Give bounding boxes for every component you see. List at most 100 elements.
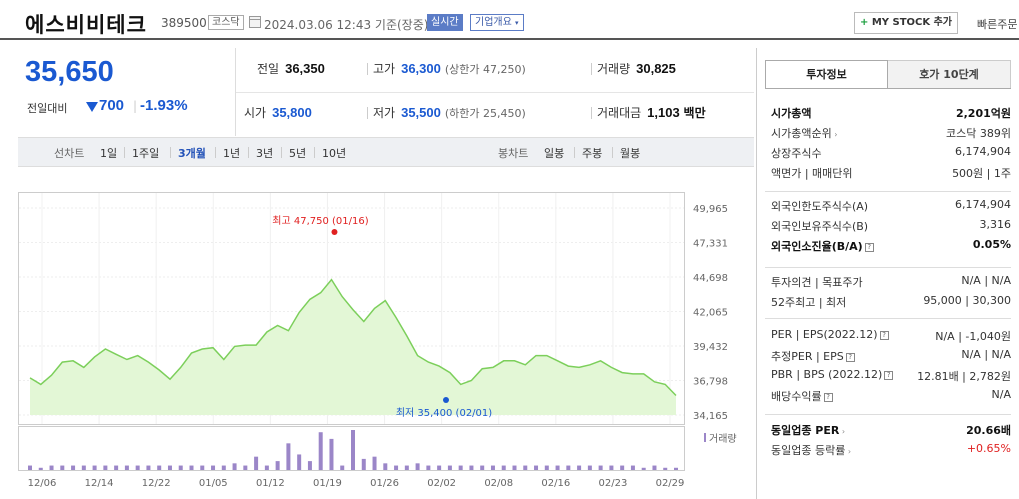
volume-bar [437,465,442,470]
tab-5year[interactable]: 5년 [289,147,307,160]
volume-bar [512,465,517,470]
invest-value: +0.65% [966,442,1011,455]
tab-1week[interactable]: 1주일 [132,147,160,160]
tab-weekly-candle[interactable]: 주봉 [582,147,603,160]
volume-bar [641,467,646,470]
help-icon[interactable]: ? [864,242,874,252]
x-tick-label: 02/29 [656,478,685,489]
invest-key: 배당수익률 [771,390,822,403]
invest-key: 투자의견 | 목표주가 [771,276,863,289]
invest-key-wrap: 시가총액순위 › [771,125,837,141]
divider [367,107,368,119]
invest-key[interactable]: 동일업종 등락률 [771,444,846,457]
invest-key: 액면가 | 매매단위 [771,167,853,180]
invest-value: 3,316 [979,218,1012,231]
stat-value: 1,103 [647,105,680,120]
stat-label: 고가 [373,62,396,76]
divider [765,318,1011,319]
invest-key[interactable]: 시가총액순위 [771,127,832,140]
y-tick-label: 44,698 [693,273,728,284]
help-icon[interactable]: ? [845,352,855,362]
volume-bar [620,465,625,470]
help-icon[interactable]: ? [879,330,889,340]
divider: | [133,99,138,113]
tab-3month[interactable]: 3개월 [178,147,206,160]
min-marker [443,397,449,403]
tab-1day[interactable]: 1일 [100,147,118,160]
y-tick-label: 39,432 [693,342,728,353]
volume-frame [18,426,685,471]
company-info-label: 기업개요 [475,17,512,28]
invest-row: 외국인한도주식수(A) 6,174,904 [771,198,1011,216]
stat-amount: 거래대금 1,103 백만 [597,104,706,121]
change-percent: -1.93% [140,97,188,114]
volume-bar [587,465,592,470]
help-icon[interactable]: ? [884,370,894,380]
volume-bar [124,465,129,470]
invest-value: 2,201억원 [955,107,1011,120]
tab-10year[interactable]: 10년 [322,147,347,160]
invest-row: 52주최고 | 최저 95,000 | 30,300 [771,294,1011,312]
volume-bar [81,465,86,470]
current-price: 35,650 [25,56,114,88]
price-line [29,278,677,397]
volume-bar [243,465,248,470]
tab-daily-candle[interactable]: 일봉 [544,147,565,160]
help-icon[interactable]: ? [823,392,833,402]
tab-orderbook[interactable]: 호가 10단계 [888,60,1011,89]
quick-order-link[interactable]: 빠른주문 [977,18,1018,31]
stat-label: 거래대금 [597,106,642,120]
volume-bar [566,465,571,470]
invest-row: 시가총액순위 › 코스닥 389위 [771,125,1011,143]
chevron-down-icon: ▾ [515,19,519,27]
invest-value: 6,174,904 [955,198,1011,211]
invest-row: 투자의견 | 목표주가 N/A | N/A [771,274,1011,292]
volume-bar [555,465,560,470]
stock-header: 에스비비테크 389500 코스닥 2024.03.06 12:43 기준(장중… [0,0,1019,40]
x-tick-label: 02/23 [598,478,627,489]
invest-value: 12.81배 | 2,782원 [917,370,1011,383]
invest-key: 외국인한도주식수(A) [771,200,869,213]
invest-key-wrap: 동일업종 등락률 › [771,442,851,458]
volume-bar [544,465,549,470]
invest-value: 0.05% [972,238,1011,251]
tab-1year[interactable]: 1년 [223,147,241,160]
x-tick-label: 01/05 [199,478,228,489]
invest-value: 20.66배 [966,424,1011,437]
stat-value: 30,825 [636,61,676,76]
divider [765,267,1011,268]
price-chart-svg: 49,965 47,331 44,698 42,065 39,432 36,798 34,1… [18,192,737,489]
invest-key: 추정PER | EPS [771,350,844,363]
x-tick-label: 02/08 [484,478,513,489]
volume-bar [415,463,420,470]
invest-key: PBR | BPS (2022.12) [771,368,883,381]
volume-bar [577,465,582,470]
invest-row: 추정PER | EPS? N/A | N/A [771,348,1011,366]
tab-monthly-candle[interactable]: 월봉 [620,147,641,160]
volume-bar [361,458,366,470]
tab-invest-info[interactable]: 투자정보 [765,60,888,89]
volume-bar [49,465,54,470]
invest-row: 배당수익률? N/A [771,388,1011,406]
x-tick-label: 02/16 [541,478,570,489]
invest-key[interactable]: 동일업종 PER [771,424,840,437]
volume-bar [157,465,162,470]
my-stock-add-button[interactable]: + MY STOCK 추가 [854,12,958,34]
x-tick-label: 12/22 [142,478,171,489]
divider [612,147,613,158]
invest-key-wrap: PBR | BPS (2022.12)? [771,368,894,381]
divider [124,147,125,158]
invest-row: 외국인소진율(B/A)? 0.05% [771,238,1011,256]
tab-3year[interactable]: 3년 [256,147,274,160]
calendar-icon [249,16,261,28]
company-info-dropdown[interactable]: 기업개요 ▾ [470,14,524,31]
volume-bar [663,467,668,470]
volume-bar [232,463,237,470]
divider [248,147,249,158]
realtime-button[interactable]: 실시간 [427,14,463,31]
timestamp: 2024.03.06 12:43 기준(장중) [264,18,429,32]
volume-bar [383,463,388,470]
invest-row: PER | EPS(2022.12)? N/A | -1,040원 [771,328,1011,346]
volume-bar [329,438,334,470]
invest-value: N/A | N/A [961,348,1011,361]
